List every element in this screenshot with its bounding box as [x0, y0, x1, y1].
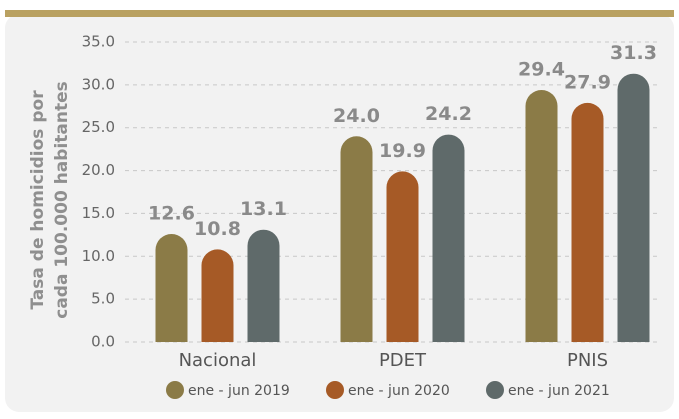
x-tick-label: PNIS — [567, 350, 608, 371]
data-label: 19.9 — [379, 140, 426, 162]
y-tick-label: 5.0 — [91, 290, 115, 308]
y-tick-label: 20.0 — [82, 161, 115, 179]
legend-label: ene - jun 2020 — [348, 383, 450, 399]
bar — [247, 229, 280, 342]
data-label: 10.8 — [194, 218, 241, 240]
legend-marker — [326, 381, 344, 399]
y-tick-label: 10.0 — [82, 247, 115, 265]
y-axis-title: cada 100.000 habitantes — [52, 81, 72, 319]
data-label: 29.4 — [518, 59, 565, 81]
x-tick-label: Nacional — [179, 350, 257, 371]
y-axis-title: Tasa de homicidios por — [28, 90, 48, 310]
legend-marker — [486, 381, 504, 399]
bar — [432, 134, 465, 342]
data-label: 24.2 — [425, 103, 472, 125]
x-tick-label: PDET — [379, 350, 427, 371]
top-border — [5, 10, 674, 17]
data-label: 24.0 — [333, 105, 380, 127]
y-tick-label: 30.0 — [82, 75, 115, 93]
bar — [571, 102, 604, 342]
bar — [525, 90, 558, 342]
y-tick-label: 15.0 — [82, 204, 115, 222]
bar — [617, 73, 650, 342]
data-label: 27.9 — [564, 71, 611, 93]
legend-label: ene - jun 2019 — [188, 383, 290, 399]
bar — [155, 234, 188, 342]
y-tick-label: 35.0 — [82, 33, 115, 51]
y-tick-label: 0.0 — [91, 333, 115, 351]
legend-label: ene - jun 2021 — [508, 383, 610, 399]
bar — [201, 249, 234, 342]
data-label: 13.1 — [240, 198, 287, 220]
data-label: 31.3 — [610, 42, 657, 64]
y-tick-label: 25.0 — [82, 118, 115, 136]
bar — [386, 171, 419, 342]
data-label: 12.6 — [148, 203, 195, 225]
bar — [340, 136, 373, 342]
legend-marker — [166, 381, 184, 399]
